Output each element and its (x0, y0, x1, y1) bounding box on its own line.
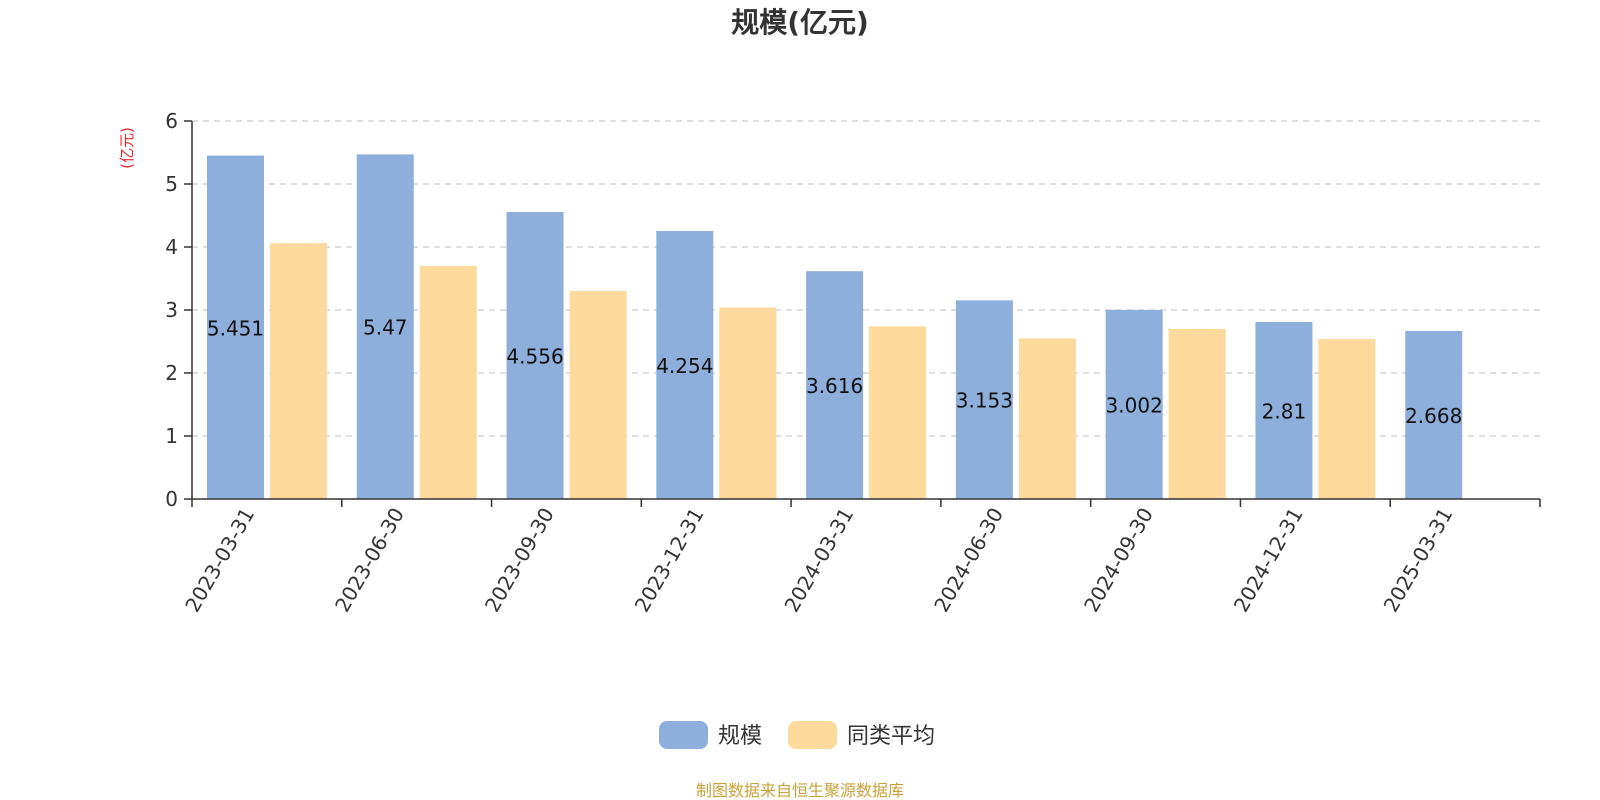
x-tick-label: 2024-12-31 (1229, 504, 1308, 617)
x-tick-label: 2024-09-30 (1079, 504, 1158, 617)
data-label: 3.153 (956, 389, 1013, 413)
data-label: 3.616 (806, 374, 863, 398)
data-label: 2.81 (1262, 399, 1307, 423)
bar-scale[interactable] (955, 300, 1013, 499)
legend-label[interactable]: 同类平均 (847, 724, 935, 749)
data-label: 2.668 (1405, 404, 1462, 428)
bar-scale[interactable] (356, 154, 414, 499)
bar-scale[interactable] (1105, 309, 1163, 499)
data-label: 3.002 (1106, 393, 1163, 417)
y-axis-unit-label: (亿元) (118, 127, 136, 169)
chart-title: 规模(亿元) (731, 6, 869, 39)
data-source-note: 制图数据来自恒生聚源数据库 (696, 781, 904, 800)
bar-peer-average[interactable] (1018, 338, 1076, 499)
bar-peer-average[interactable] (1318, 338, 1376, 499)
y-tick-label: 5 (165, 172, 178, 196)
bar-scale[interactable] (207, 155, 264, 499)
x-tick-label: 2024-03-31 (779, 504, 858, 617)
x-tick-label: 2025-03-31 (1379, 504, 1458, 617)
bar-peer-average[interactable] (869, 326, 927, 499)
legend-swatch[interactable] (659, 721, 708, 749)
data-label: 5.47 (363, 316, 408, 340)
legend-swatch[interactable] (788, 721, 837, 749)
x-tick-label: 2023-09-30 (480, 504, 559, 617)
bars (207, 154, 1463, 500)
y-tick-label: 0 (165, 487, 178, 511)
y-tick-label: 3 (165, 298, 178, 322)
legend[interactable]: 规模 同类平均 (659, 721, 935, 749)
legend-label[interactable]: 规模 (718, 724, 762, 749)
bar-scale[interactable] (656, 230, 714, 500)
y-tick-label: 1 (165, 424, 178, 448)
bar-peer-average[interactable] (569, 291, 627, 499)
bar-scale[interactable] (806, 271, 864, 499)
x-tick-label: 2024-06-30 (929, 504, 1008, 617)
data-labels: 5.451 5.47 4.556 4.254 3.616 3.153 3.002 2.81 2.… (207, 316, 1462, 428)
bar-scale[interactable] (1255, 321, 1313, 499)
bar-peer-average[interactable] (719, 307, 777, 499)
bar-peer-average[interactable] (419, 265, 477, 499)
x-tick-label: 2023-03-31 (180, 504, 259, 617)
bar-peer-average[interactable] (270, 243, 327, 499)
data-label: 4.254 (656, 354, 713, 378)
y-tick-label: 2 (165, 361, 178, 385)
data-label: 4.556 (506, 344, 563, 368)
bar-scale[interactable] (506, 211, 564, 500)
y-tick-label: 6 (165, 109, 178, 133)
y-tick-label: 4 (165, 235, 178, 259)
bar-peer-average[interactable] (1168, 328, 1226, 499)
data-label: 5.451 (207, 316, 264, 340)
bar-scale[interactable] (1405, 330, 1463, 499)
grid-lines (192, 120, 1540, 437)
x-tick-label: 2023-06-30 (330, 504, 409, 617)
x-tick-label: 2023-12-31 (630, 504, 709, 617)
